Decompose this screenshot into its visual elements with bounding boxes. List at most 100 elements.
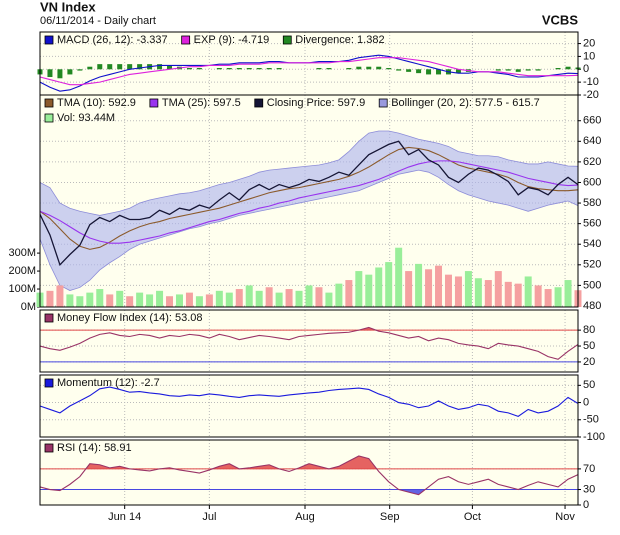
x-tick-label: Oct [464,511,481,523]
divergence-bar [127,64,133,70]
y-tick-label: 0 [583,63,589,75]
legend-swatch [44,113,54,123]
x-tick-label: Aug [295,511,315,523]
volume-bar [474,278,482,307]
volume-bar [156,290,164,307]
y-tick-label: 620 [583,156,601,168]
chart-source: VCBS [542,12,578,27]
divergence-bar [47,69,53,77]
divergence-bar [326,68,332,70]
volume-bar [385,262,393,307]
volume-bar [195,296,203,307]
volume-bar [275,292,283,307]
volume-bar [166,296,174,307]
volume-bar [46,290,54,307]
divergence-bar [107,64,113,70]
volume-bar [514,283,522,307]
volume-bar [255,290,263,307]
panel-border [39,94,579,308]
divergence-bar [565,66,571,70]
y-tick-label: -50 [583,414,599,426]
divergence-bar [455,69,461,74]
y-tick-label: 50 [583,379,595,391]
x-tick-label: Sep [380,511,400,523]
divergence-bar [356,66,362,70]
volume-bar [126,296,134,307]
divergence-bar [77,69,83,71]
y-tick-label: 540 [583,238,601,250]
divergence-bar [67,69,73,75]
volume-bar [405,271,413,307]
volume-bar [345,280,353,307]
volume-bar [484,280,492,307]
volume-bar [225,292,233,307]
volume-bar [56,285,64,307]
legend-label: EXP (9): -4.719 [194,34,270,46]
y-tick-label: -10 [583,76,599,88]
panel-background [40,32,578,95]
legend-label: TMA (25): 597.5 [162,97,241,109]
volume-bar [265,287,273,307]
volume-bar [355,271,363,307]
volume-bar [494,271,502,307]
y-tick-label: 660 [583,115,601,127]
volume-bar [185,292,193,307]
y-tick-label: 30 [583,483,595,495]
series-line [39,386,579,417]
level-fill [40,455,578,469]
legend-swatch [282,35,292,45]
y-tick-label: -100 [583,431,605,443]
x-tick-label: Nov [555,511,575,523]
divergence-bar [117,64,123,70]
volume-bar [564,280,572,307]
y-tick-label: 20 [583,37,595,49]
legend-label: Bollinger (20, 2): 577.5 - 615.7 [391,97,540,109]
y-tick-label: 480 [583,300,601,312]
divergence-bar [87,66,93,70]
divergence-bar [167,65,173,70]
volume-bar [415,263,423,307]
volume-bar [454,276,462,307]
series-line [39,160,579,244]
y-tick-label: 580 [583,197,601,209]
volume-bar [325,292,333,307]
volume-bar [66,294,74,307]
volume-bar [86,292,94,307]
volume-bar [435,265,443,307]
series-line [39,57,579,86]
y-tick-label: 20 [583,356,595,368]
volume-bar [305,285,313,307]
legend-swatch [254,98,264,108]
volume-bar [235,289,243,307]
legend-swatch [149,98,159,108]
series-line [39,455,579,496]
volume-bar [285,289,293,307]
x-tick-label: Jul [202,511,216,523]
series-line [39,326,579,360]
divergence-bar [515,69,521,72]
bollinger-upper [39,130,579,216]
y-tick-label: 0 [583,499,589,511]
volume-bar [136,292,144,307]
divergence-bar [346,68,352,70]
legend-swatch [44,378,54,388]
volume-bar [215,290,223,307]
legend-label: Vol: 93.44M [57,112,115,124]
y2-tick-label: 200M [8,265,36,277]
y-tick-label: 600 [583,176,601,188]
divergence-bar [216,68,222,70]
divergence-bar [436,69,442,75]
volume-bar [146,294,154,307]
volume-bar [96,289,104,307]
legend-label: Momentum (12): -2.7 [57,377,160,389]
y-tick-label: -20 [583,89,599,101]
legend-label: TMA (10): 592.9 [57,97,136,109]
volume-bar [76,296,84,307]
divergence-bar [236,68,242,70]
volume-bar [395,247,403,307]
divergence-bar [157,64,163,70]
legend-swatch [378,98,388,108]
divergence-bar [266,68,272,70]
divergence-bar [186,68,192,70]
